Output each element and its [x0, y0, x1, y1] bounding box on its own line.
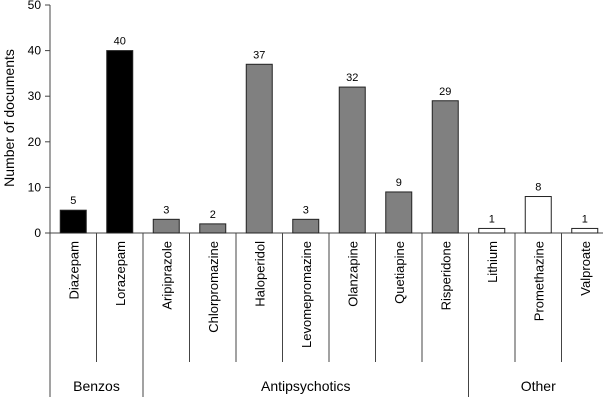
bar-value-label: 5	[70, 195, 76, 207]
bar-aripiprazole	[152, 218, 180, 234]
y-tick-label: 50	[28, 0, 42, 12]
bar-value-label: 2	[210, 209, 216, 221]
category-label: Lithium	[485, 241, 500, 283]
bar-value-label: 3	[163, 204, 169, 216]
bar-risperidone	[431, 100, 459, 234]
bar-promethazine	[524, 196, 552, 234]
category-label: Chlorpromazine	[206, 241, 221, 333]
bar-value-label: 32	[346, 72, 358, 84]
bar-valproate	[571, 227, 599, 234]
bar-value-label: 29	[439, 86, 451, 98]
bar-lorazepam	[106, 50, 134, 234]
bar-chlorpromazine	[199, 223, 227, 234]
y-tick-label: 10	[28, 180, 42, 194]
category-label: Promethazine	[531, 241, 546, 321]
bar-quetiapine	[385, 191, 413, 234]
bar-diazepam	[59, 209, 87, 234]
group-label: Antipsychotics	[261, 378, 350, 394]
category-label: Levomepromazine	[299, 241, 314, 348]
category-label: Risperidone	[438, 241, 453, 310]
bar-value-label: 1	[582, 213, 588, 225]
category-label: Lorazepam	[113, 241, 128, 306]
bar-value-label: 40	[114, 36, 126, 48]
y-axis-label: Number of documents	[1, 49, 17, 187]
bar-levomepromazine	[292, 218, 320, 234]
y-tick-label: 30	[28, 89, 42, 103]
bar-value-label: 37	[253, 49, 265, 61]
category-label: Olanzapine	[345, 241, 360, 307]
category-label: Quetiapine	[392, 241, 407, 304]
y-tick-label: 0	[34, 226, 41, 240]
labels: 0 10 20 30 40 50 5 Diazepam 40 Lorazepam 3 Aripipra…	[28, 0, 593, 394]
category-label: Aripiprazole	[159, 241, 174, 310]
bar-value-label: 9	[396, 177, 402, 189]
category-label: Diazepam	[66, 241, 81, 300]
axes	[45, 4, 603, 397]
group-label: Other	[521, 378, 556, 394]
bar-value-label: 8	[535, 182, 541, 194]
bar-value-label: 3	[303, 204, 309, 216]
bar-haloperidol	[245, 63, 273, 234]
bar-lithium	[478, 227, 506, 234]
y-tick-label: 20	[28, 135, 42, 149]
y-tick-label: 40	[28, 44, 42, 58]
bars	[59, 50, 599, 234]
category-label: Haloperidol	[252, 241, 267, 307]
category-label: Valproate	[578, 241, 593, 296]
bar-olanzapine	[338, 86, 366, 234]
bar-value-label: 1	[489, 213, 495, 225]
group-label: Benzos	[73, 378, 120, 394]
